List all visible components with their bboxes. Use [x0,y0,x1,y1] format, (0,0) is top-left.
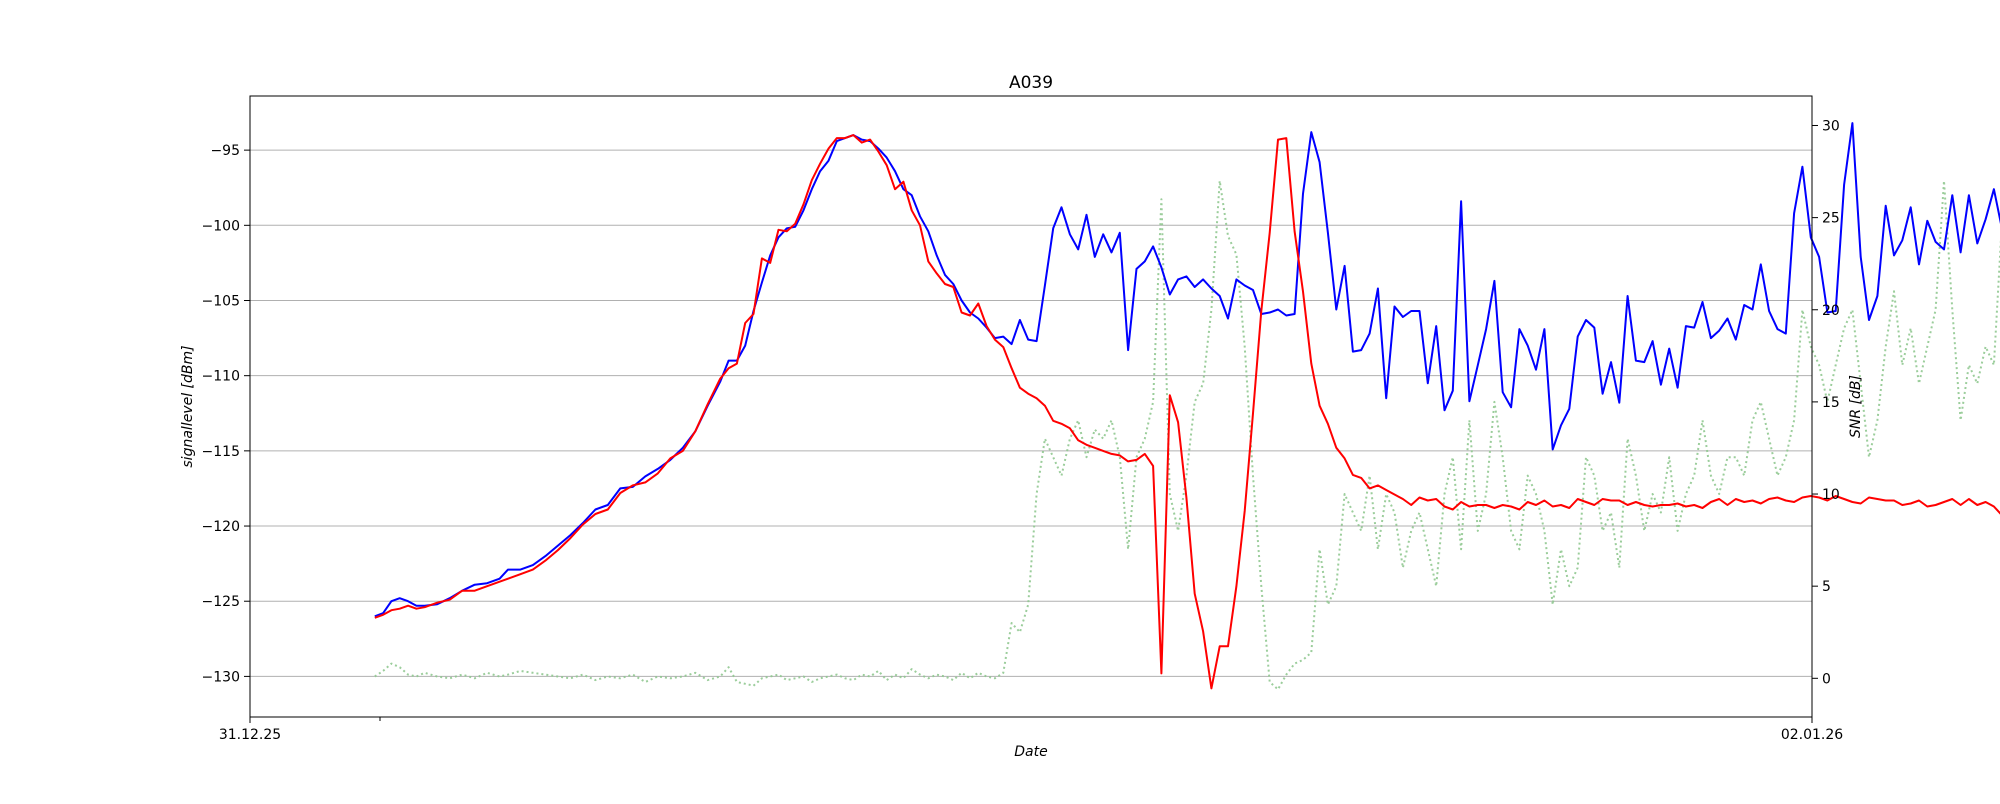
x-axis: 31.12.25 02.01.26 [219,717,1843,743]
right-tick-label: 0 [1822,671,1831,687]
left-tick-label: −100 [202,218,240,234]
x-tick-label: 02.01.26 [1781,727,1843,743]
plot-frame [249,95,1813,718]
y-right-axis-title: SNR [dB] [1848,375,1864,438]
left-tick-label: −120 [202,519,240,535]
left-tick-label: −95 [210,143,240,159]
series-line-blue [374,122,2000,618]
x-axis-title: Date [1014,744,1047,760]
chart-title: A039 [1009,73,1053,93]
left-tick-label: −115 [202,444,240,460]
right-tick-label: 5 [1822,579,1831,595]
left-tick-label: −125 [202,594,240,610]
right-tick-label: 30 [1822,118,1840,134]
right-axis: 30 25 20 15 10 5 0 [1812,118,1840,687]
left-tick-label: −110 [202,369,240,385]
series-line-green [374,179,2000,691]
right-tick-label: 25 [1822,211,1840,227]
series-line-red [374,134,2000,690]
left-tick-label: −105 [202,293,240,309]
grid [250,149,1812,677]
right-tick-label: 10 [1822,487,1840,503]
right-tick-label: 20 [1822,303,1840,319]
left-tick-label: −130 [202,669,240,685]
y-left-axis-title: signallevel [dBm] [180,345,196,467]
left-axis: −95 −100 −105 −110 −115 −120 −125 −130 [202,143,250,685]
series-layer [374,122,2000,691]
right-tick-label: 15 [1822,395,1840,411]
x-tick-label: 31.12.25 [219,727,281,743]
